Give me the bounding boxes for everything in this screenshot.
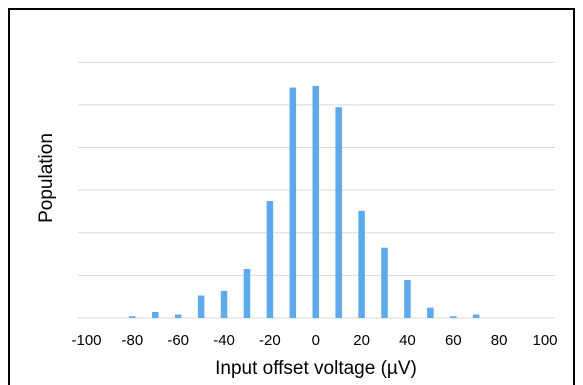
bar xyxy=(381,247,388,318)
x-tick-label: 20 xyxy=(353,332,370,349)
x-tick-label: -20 xyxy=(259,332,281,349)
bars xyxy=(129,85,480,319)
bar xyxy=(197,295,205,318)
x-tick-label: 40 xyxy=(399,332,416,349)
bar xyxy=(404,279,411,318)
x-tick-label: -100 xyxy=(71,332,101,349)
x-tick-label: -40 xyxy=(213,332,235,349)
x-tick-label: -60 xyxy=(167,332,189,349)
bar xyxy=(174,314,182,318)
x-tick-label: 60 xyxy=(445,332,462,349)
bar xyxy=(335,107,342,319)
x-tick-label: 100 xyxy=(532,332,557,349)
bar xyxy=(289,87,297,318)
x-tick-label: 0 xyxy=(312,332,320,349)
x-tick-label: -80 xyxy=(122,332,144,349)
y-axis-title: Population xyxy=(36,133,57,223)
x-tick-labels: -100 -80 -60 -40 -20 0 20 40 60 80 100 xyxy=(71,332,557,349)
bar xyxy=(427,307,434,318)
x-axis-title: Input offset voltage (µV) xyxy=(215,358,417,379)
bar xyxy=(472,314,480,318)
bar xyxy=(266,201,274,318)
x-tick-label: 80 xyxy=(491,332,508,349)
bar xyxy=(152,311,159,318)
bar xyxy=(450,316,457,318)
bar xyxy=(220,290,228,318)
bar xyxy=(358,210,365,318)
bar xyxy=(243,269,251,318)
bar xyxy=(312,85,319,318)
bar xyxy=(129,316,136,318)
